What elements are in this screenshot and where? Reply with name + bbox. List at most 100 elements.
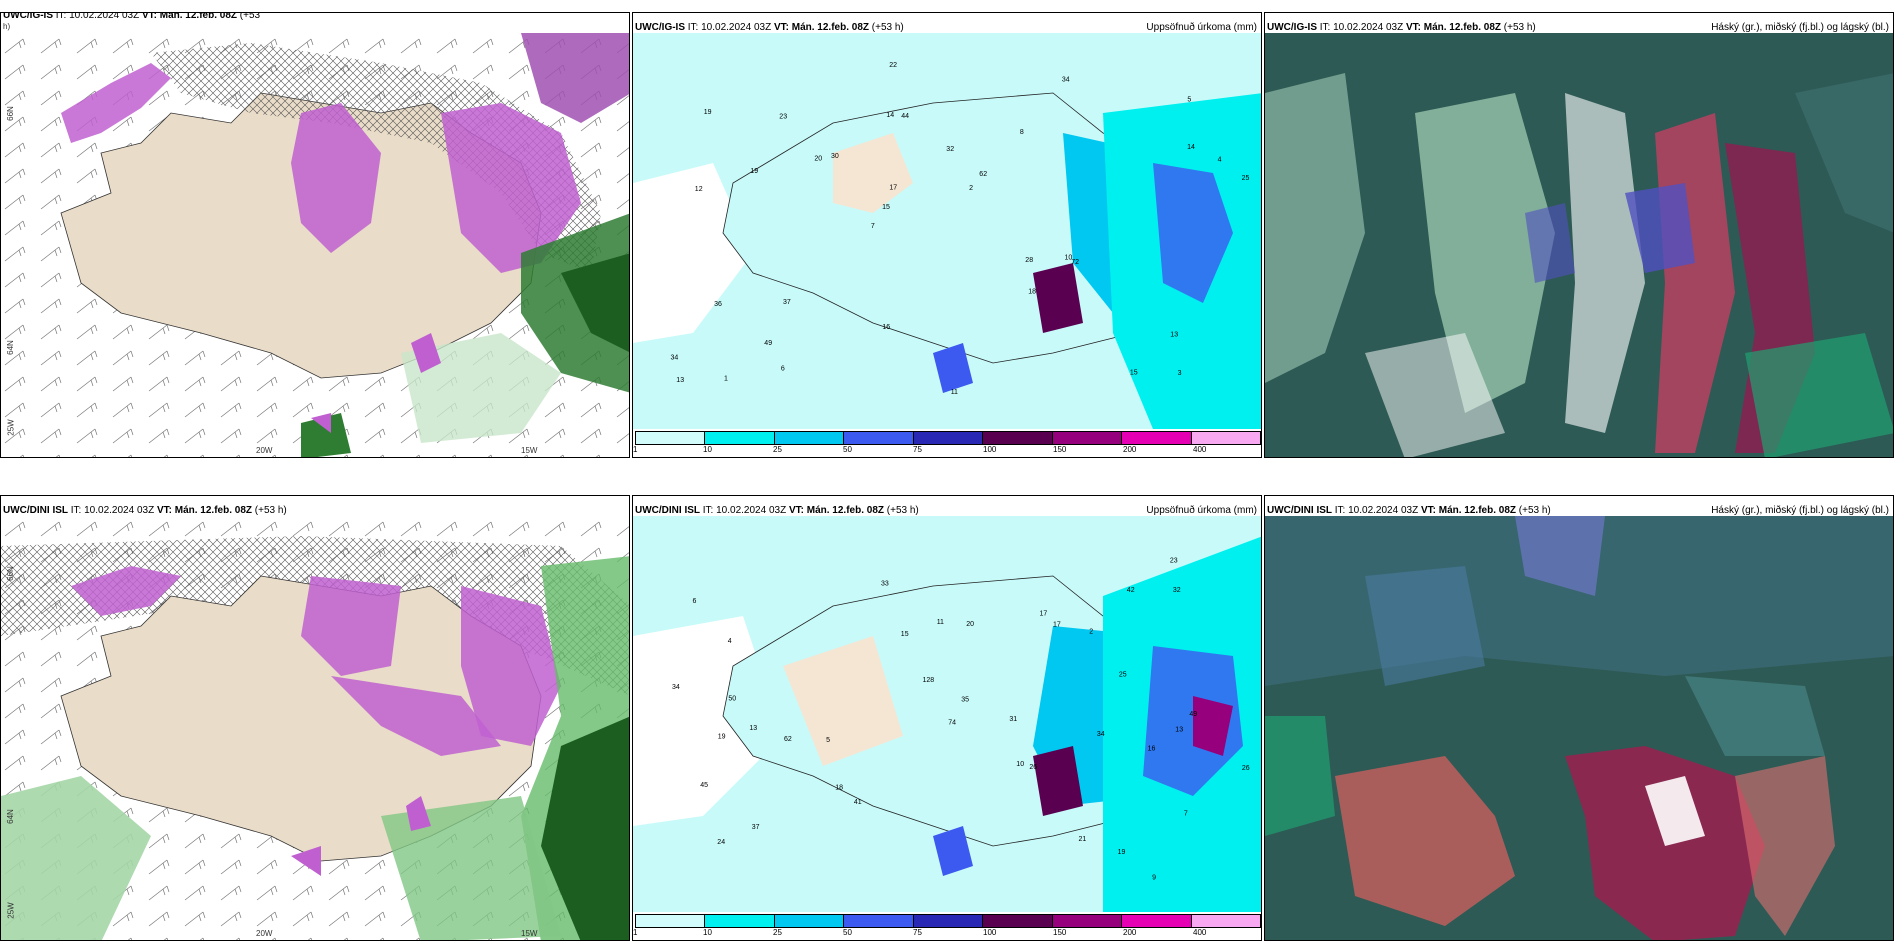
- precip-value-label: 13: [676, 377, 684, 384]
- panel-top-right[interactable]: UWC/IG-IS IT: 10.02.2024 03Z VT: Mán. 12…: [1264, 12, 1894, 458]
- precip-value-label: 23: [779, 113, 787, 120]
- model-name: UWC/IG-IS: [3, 12, 53, 21]
- precip-value-label: 10: [1016, 761, 1024, 768]
- lon-label-15: 15W: [521, 929, 538, 938]
- precip-value-label: 36: [714, 301, 722, 308]
- precip-value-label: 62: [979, 171, 987, 178]
- init-time: IT: 10.02.2024 03Z: [702, 505, 787, 516]
- lead-time: (+53 h): [254, 505, 287, 516]
- precip-value-label: 26: [1029, 764, 1037, 771]
- precip-value-label: 37: [783, 299, 791, 306]
- precip-value-label: 21: [1079, 836, 1087, 843]
- precip-value-label: 13: [1175, 726, 1183, 733]
- lat-label-64: 64N: [5, 809, 15, 824]
- valid-time: VT: Mán. 12.feb. 08Z: [773, 22, 869, 33]
- precip-value-label: 74: [948, 720, 956, 727]
- valid-time: VT: Mán. 12.feb. 08Z: [156, 505, 252, 516]
- cb-tick: 1: [633, 445, 638, 454]
- valid-time: VT: Mán. 12.feb. 08Z: [1405, 22, 1501, 33]
- panel-bottom-left[interactable]: UWC/DINI ISL IT: 10.02.2024 03Z VT: Mán.…: [0, 495, 630, 941]
- precip-value-label: 50: [728, 695, 736, 702]
- precip-value-label: 34: [1097, 731, 1105, 738]
- precip-value-label: 15: [901, 631, 909, 638]
- precip-value-label: 15: [882, 204, 890, 211]
- panel-top-middle[interactable]: UWC/IG-IS IT: 10.02.2024 03Z VT: Mán. 12…: [632, 12, 1262, 458]
- precip-value-label: 22: [889, 62, 897, 69]
- lon-label-20: 20W: [256, 446, 273, 455]
- lon-label-15: 15W: [521, 446, 538, 455]
- precip-value-label: 26: [1242, 765, 1250, 772]
- model-name: UWC/IG-IS: [635, 22, 685, 33]
- precip-value-label: 25: [1119, 672, 1127, 679]
- init-time: IT: 10.02.2024 03Z: [55, 12, 140, 21]
- cb-tick: 25: [773, 445, 782, 454]
- precip-value-label: 20: [814, 156, 822, 163]
- precip-value-label: 7: [871, 223, 875, 230]
- precip-value-label: 17: [1040, 611, 1048, 618]
- precip-value-label: 23: [1170, 557, 1178, 564]
- panel-title: Uppsöfnuð úrkoma (mm): [1146, 505, 1257, 516]
- precip-value-label: 41: [854, 799, 862, 806]
- precip-value-label: 4: [728, 638, 732, 645]
- model-name: UWC/DINI ISL: [635, 505, 700, 516]
- precip-colorbar: [635, 431, 1261, 445]
- precip-map: 3125781143236303449446272192225281415161…: [633, 33, 1261, 429]
- precip-value-label: 5: [826, 737, 830, 744]
- precip-value-label: 31: [1009, 716, 1017, 723]
- panel-header: UWC/DINI ISL IT: 10.02.2024 03Z VT: Mán.…: [1, 501, 629, 521]
- panel-header: UWC/IG-IS IT: 10.02.2024 03Z VT: Mán. 12…: [1, 12, 629, 26]
- cb-tick: 400: [1193, 445, 1207, 454]
- valid-time: VT: Mán. 12.feb. 08Z: [141, 12, 237, 21]
- panel-header: UWC/IG-IS IT: 10.02.2024 03Z VT: Mán. 12…: [633, 18, 1261, 38]
- precip-value-label: 14: [1187, 144, 1195, 151]
- precip-value-label: 49: [1189, 711, 1197, 718]
- precip-value-label: 33: [881, 581, 889, 588]
- panel-header: UWC/DINI ISL IT: 10.02.2024 03Z VT: Mán.…: [633, 501, 1261, 521]
- cb-tick: 75: [913, 928, 922, 937]
- panel-bottom-right[interactable]: UWC/DINI ISL IT: 10.02.2024 03Z VT: Mán.…: [1264, 495, 1894, 941]
- cb-tick: 150: [1053, 928, 1067, 937]
- cb-tick: 150: [1053, 445, 1067, 454]
- lead-time: (+53: [239, 12, 261, 21]
- precip-value-label: 15: [1130, 369, 1138, 376]
- precip-value-label: 18: [835, 785, 843, 792]
- cb-tick: 10: [703, 445, 712, 454]
- lead-time: (+53 h): [1518, 505, 1551, 516]
- precip-value-label: 13: [1170, 332, 1178, 339]
- lat-label-66: 66N: [5, 566, 15, 581]
- precip-value-label: 44: [901, 113, 909, 120]
- panel-bottom-middle[interactable]: UWC/DINI ISL IT: 10.02.2024 03Z VT: Mán.…: [632, 495, 1262, 941]
- cb-tick: 75: [913, 445, 922, 454]
- precip-value-label: 17: [1053, 622, 1061, 629]
- precip-value-label: 42: [1127, 587, 1135, 594]
- model-name: UWC/DINI ISL: [3, 505, 68, 516]
- lead-time-wrap: h): [3, 22, 11, 31]
- valid-time: VT: Mán. 12.feb. 08Z: [1420, 505, 1516, 516]
- precip-value-label: 2: [969, 185, 973, 192]
- panel-title: Háský (gr.), miðský (fj.bl.) og lágský (…: [1711, 22, 1889, 33]
- lon-label-20: 20W: [256, 929, 273, 938]
- precip-value-label: 5: [1187, 97, 1191, 104]
- precip-value-label: 35: [961, 697, 969, 704]
- lead-time: (+53 h): [1503, 22, 1536, 33]
- cb-tick: 50: [843, 928, 852, 937]
- panel-header: UWC/DINI ISL IT: 10.02.2024 03Z VT: Mán.…: [1265, 501, 1893, 521]
- panel-top-left[interactable]: UWC/IG-IS IT: 10.02.2024 03Z VT: Mán. 12…: [0, 12, 630, 458]
- init-time: IT: 10.02.2024 03Z: [687, 22, 772, 33]
- precip-value-label: 14: [886, 112, 894, 119]
- cb-tick: 25: [773, 928, 782, 937]
- precip-value-label: 25: [1242, 175, 1250, 182]
- init-time: IT: 10.02.2024 03Z: [70, 505, 155, 516]
- precip-value-label: 11: [951, 389, 958, 396]
- precip-value-label: 34: [671, 355, 679, 362]
- precip-value-label: 9: [1152, 875, 1156, 882]
- precip-value-label: 10: [1065, 255, 1073, 262]
- precip-value-label: 32: [946, 146, 954, 153]
- precip-value-label: 16: [1148, 746, 1156, 753]
- precip-value-label: 8: [1020, 129, 1024, 136]
- cloud-map: [1265, 33, 1893, 457]
- lat-label-66: 66N: [5, 106, 15, 121]
- panel-title: Uppsöfnuð úrkoma (mm): [1146, 22, 1257, 33]
- precip-value-label: 2: [1089, 629, 1093, 636]
